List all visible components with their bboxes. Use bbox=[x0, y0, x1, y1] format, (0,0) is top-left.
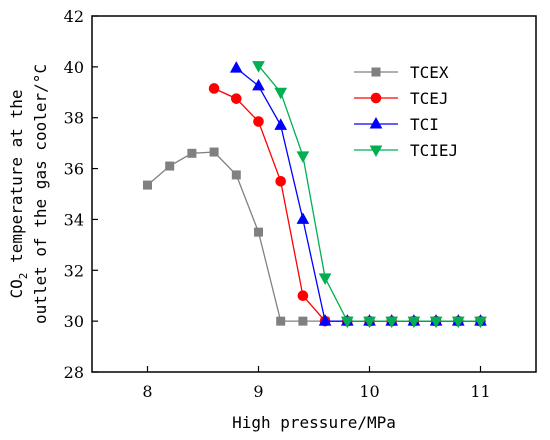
legend-item-tcex: TCEX bbox=[354, 63, 449, 82]
y-tick-label: 38 bbox=[64, 109, 84, 128]
legend: TCEX TCEJ TCI TCIEJ bbox=[354, 63, 458, 160]
series-layer bbox=[143, 61, 487, 329]
x-tick-label: 11 bbox=[470, 382, 490, 401]
x-tick-label: 8 bbox=[142, 382, 152, 401]
data-point-tciej bbox=[474, 316, 487, 329]
legend-item-tcej: TCEJ bbox=[354, 89, 449, 108]
legend-label-tciej: TCIEJ bbox=[410, 141, 458, 160]
y-tick-label: 28 bbox=[64, 363, 84, 382]
x-tick-label: 10 bbox=[359, 382, 379, 401]
y-tick-label: 42 bbox=[64, 7, 84, 26]
legend-label-tcej: TCEJ bbox=[410, 89, 449, 108]
data-point-tcex bbox=[187, 148, 197, 158]
data-point-tcex bbox=[165, 161, 175, 171]
data-point-tcex bbox=[209, 147, 219, 157]
data-point-tciej bbox=[340, 316, 354, 329]
data-point-tciej bbox=[274, 87, 288, 100]
data-point-tcej bbox=[275, 175, 287, 187]
plot-frame bbox=[91, 15, 537, 373]
data-point-tcej bbox=[208, 83, 220, 94]
data-point-tciej bbox=[318, 273, 332, 285]
data-point-tcex bbox=[254, 227, 263, 237]
x-tick-label: 9 bbox=[253, 382, 263, 401]
data-point-tci bbox=[296, 212, 310, 224]
data-point-tciej bbox=[407, 316, 421, 329]
data-point-tcej bbox=[253, 116, 264, 127]
data-point-tcex bbox=[298, 316, 308, 326]
data-point-tciej bbox=[385, 316, 399, 329]
y-tick-label: 34 bbox=[64, 210, 84, 229]
legend-marker-tci bbox=[369, 116, 383, 129]
series-tcex bbox=[143, 147, 485, 326]
series-line-tcex bbox=[147, 151, 481, 322]
y-tick-label: 30 bbox=[64, 312, 84, 331]
legend-item-tciej: TCIEJ bbox=[354, 141, 458, 160]
y-tick-label: 32 bbox=[64, 261, 84, 280]
data-point-tcej bbox=[231, 93, 242, 104]
y-axis-title-line2: outlet of the gas cooler/°C bbox=[31, 64, 50, 324]
ticks-layer: 8 9 10 11 28 30 32 34 36 38 40 42 bbox=[64, 7, 491, 401]
data-point-tciej bbox=[363, 316, 376, 329]
data-point-tci bbox=[229, 61, 243, 73]
series-tciej bbox=[252, 61, 487, 329]
y-tick-label: 40 bbox=[64, 58, 84, 77]
data-point-tciej bbox=[451, 316, 465, 329]
data-point-tcex bbox=[143, 180, 152, 190]
data-point-tcex bbox=[231, 170, 241, 180]
x-axis-title: High pressure/MPa bbox=[232, 413, 396, 432]
legend-label-tcex: TCEX bbox=[410, 63, 449, 82]
legend-marker-tcej bbox=[370, 92, 382, 104]
data-point-tcex bbox=[276, 316, 286, 326]
data-point-tci bbox=[252, 78, 265, 91]
y-axis-title: CO2 temperature at the bbox=[7, 90, 30, 299]
data-point-tci bbox=[274, 118, 288, 130]
legend-item-tci: TCI bbox=[354, 115, 439, 134]
series-tcej bbox=[208, 83, 486, 327]
legend-marker-tciej bbox=[369, 145, 383, 158]
legend-label-tci: TCI bbox=[410, 115, 439, 134]
y-axis-title-2: outlet of the gas cooler/°C bbox=[31, 64, 50, 324]
y-axis-title-line1: CO2 temperature at the bbox=[7, 90, 30, 299]
data-point-tciej bbox=[429, 316, 443, 329]
data-point-tciej bbox=[296, 151, 310, 163]
data-point-tcej bbox=[297, 290, 309, 302]
legend-marker-tcex bbox=[371, 67, 381, 77]
y-tick-label: 36 bbox=[64, 160, 84, 179]
data-point-tciej bbox=[252, 61, 265, 73]
data-point-tci bbox=[318, 314, 332, 326]
